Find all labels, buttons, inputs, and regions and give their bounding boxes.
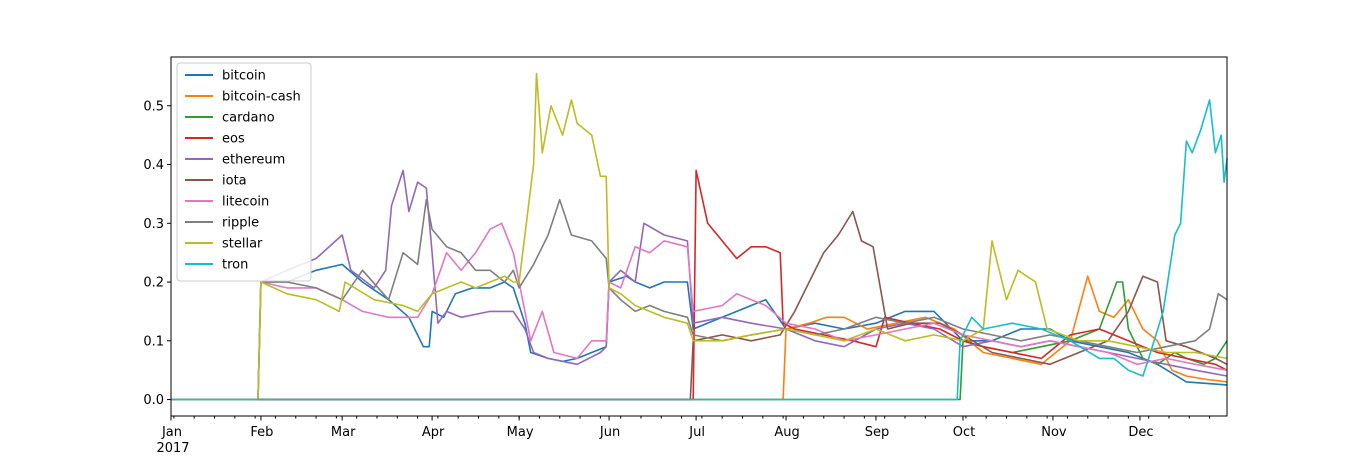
- series-line-bitcoin: [171, 263, 1228, 401]
- legend-label-ripple: ripple: [222, 216, 259, 231]
- series-layer: [171, 72, 1228, 401]
- axes-frame: [170, 56, 1228, 417]
- legend-label-bitcoin: bitcoin: [222, 69, 266, 84]
- x-tick-label: Nov: [1041, 425, 1067, 440]
- series-line-eos: [171, 169, 1228, 401]
- series-line-stellar: [171, 72, 1228, 401]
- series-line-bitcoin-cash: [171, 275, 1228, 401]
- x-tick-label: May: [507, 425, 534, 440]
- legend-label-eos: eos: [222, 132, 245, 147]
- y-axis: 0.0 0.1 0.2 0.3 0.4 0.5: [143, 99, 171, 408]
- y-tick-label: 0.5: [143, 99, 164, 114]
- y-tick-label: 0.4: [143, 158, 164, 173]
- x-tick-label: Jan: [161, 425, 182, 440]
- legend-label-ethereum: ethereum: [222, 153, 285, 168]
- x-tick-label: Sep: [865, 425, 890, 440]
- x-tick-label: Oct: [953, 425, 975, 440]
- legend-label-iota: iota: [222, 174, 247, 189]
- x-tick-label: Dec: [1128, 425, 1153, 440]
- y-tick-label: 0.2: [143, 276, 164, 291]
- x-tick-label: Aug: [774, 425, 799, 440]
- y-tick-label: 0.1: [143, 334, 164, 349]
- legend-label-tron: tron: [222, 258, 248, 273]
- legend-label-stellar: stellar: [222, 237, 263, 252]
- x-tick-label: Feb: [250, 425, 273, 440]
- legend: bitcoin bitcoin-cash cardano eos ethereum iot…: [176, 62, 312, 282]
- y-tick-label: 0.0: [143, 393, 164, 408]
- series-line-iota: [171, 210, 1228, 401]
- series-line-ripple: [171, 199, 1228, 401]
- x-tick-label: Apr: [422, 425, 445, 440]
- x-tick-sublabel: 2017: [156, 441, 189, 456]
- series-line-ethereum: [171, 169, 1228, 401]
- y-tick-label: 0.3: [143, 217, 164, 232]
- legend-label-cardano: cardano: [222, 111, 275, 126]
- x-tick-label: Mar: [331, 425, 356, 440]
- series-line-tron: [171, 99, 1228, 401]
- x-tick-label: Jun: [599, 425, 620, 440]
- legend-label-bitcoin-cash: bitcoin-cash: [222, 90, 301, 105]
- series-line-litecoin: [171, 222, 1228, 401]
- legend-label-litecoin: litecoin: [222, 195, 269, 210]
- x-tick-label: Jul: [688, 425, 705, 440]
